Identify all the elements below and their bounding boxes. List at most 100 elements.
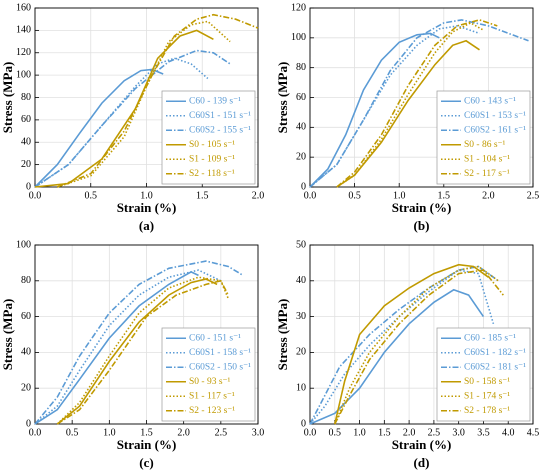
x-tick-label: 2.5 [215,427,228,438]
legend-label: C60S1 - 151 s⁻¹ [189,111,251,121]
x-axis-title: Strain (%) [117,200,177,215]
x-tick-label: 2.5 [527,190,540,201]
legend-label: C60 - 143 s⁻¹ [464,96,516,106]
legend-label: S2 - 123 s⁻¹ [189,406,235,416]
y-tick-label: 100 [16,69,31,80]
x-tick-label: 2.5 [428,427,441,438]
legend-label: C60 - 151 s⁻¹ [189,333,241,343]
panel-label: (c) [139,455,153,470]
x-tick-label: 0.5 [66,427,79,438]
panel-label: (b) [414,218,430,233]
x-tick-label: 1.0 [353,427,366,438]
x-axis-title: Strain (%) [392,437,452,452]
y-tick-label: 100 [16,239,31,250]
data-line [34,29,214,188]
data-line [309,19,529,188]
data-line [336,21,485,188]
y-tick-label: 0 [26,181,31,192]
legend-label: S2 - 178 s⁻¹ [464,406,510,416]
legend-label: S0 - 93 s⁻¹ [189,377,231,387]
y-tick-label: 120 [16,47,31,58]
y-axis-title: Stress (MPa) [0,299,15,371]
data-line [334,269,504,425]
legend-label: S2 - 118 s⁻¹ [189,169,235,179]
panel-label: (a) [139,218,154,233]
y-tick-label: 20 [296,151,306,162]
panel-label: (d) [414,455,430,470]
panel: 0.0 0.5 1.0 1.5 2.0 2.5 3.0 3.5 4.0 4.5 0 10 20 30 40 5… [275,239,539,470]
legend-label: C60S2 - 155 s⁻¹ [189,125,251,135]
y-tick-label: 80 [296,62,306,73]
legend-box [161,90,256,185]
x-tick-label: 3.0 [452,427,465,438]
legend-label: C60S1 - 158 s⁻¹ [189,348,251,358]
y-tick-label: 40 [21,137,31,148]
legend-box [436,327,531,422]
y-tick-label: 100 [291,32,306,43]
y-tick-label: 20 [21,159,31,170]
y-tick-label: 60 [296,92,306,103]
data-line [34,271,199,425]
x-tick-label: 1.5 [196,190,209,201]
plot-frame [34,7,259,188]
legend-label: S1 - 174 s⁻¹ [464,391,510,401]
x-tick-label: 3.0 [252,427,265,438]
x-tick-label: 1.0 [393,190,406,201]
y-tick-label: 50 [296,239,306,250]
y-tick-label: 140 [16,25,31,36]
x-tick-label: 1.0 [103,427,116,438]
x-tick-label: 0.5 [85,190,98,201]
y-axis-title: Stress (MPa) [275,299,290,371]
x-tick-label: 2.0 [482,190,495,201]
y-tick-label: 80 [21,275,31,286]
x-tick-label: 1.0 [140,190,153,201]
x-tick-label: 0.5 [329,427,342,438]
legend-box [161,327,256,422]
panel: 0.0 0.5 1.0 1.5 2.0 2.5 3.0 0 20 40 60 80 100 C60 - 1… [0,239,264,470]
legend-label: C60S2 - 150 s⁻¹ [189,362,251,372]
y-tick-label: 20 [21,382,31,393]
legend-box [436,90,531,185]
legend-label: C60 - 185 s⁻¹ [464,333,516,343]
y-tick-label: 160 [16,2,31,13]
legend-label: C60S1 - 153 s⁻¹ [464,111,526,121]
y-tick-label: 30 [296,311,306,322]
data-line [56,276,230,425]
panel: 0.0 0.5 1.0 1.5 2.0 2.5 0 20 40 60 80 100 120 C60 - 1… [275,2,539,233]
data-line [34,68,164,188]
x-tick-label: 0.0 [304,190,317,201]
legend-label: C60S2 - 181 s⁻¹ [464,362,526,372]
x-tick-label: 3.5 [477,427,490,438]
data-line [309,32,440,188]
legend-label: S0 - 158 s⁻¹ [464,377,510,387]
y-tick-label: 10 [296,382,306,393]
x-tick-label: 0.0 [29,427,42,438]
data-line [56,278,218,425]
data-line [309,265,499,425]
legend-label: S0 - 105 s⁻¹ [189,140,235,150]
data-line [56,279,230,425]
data-line [34,269,222,425]
y-tick-label: 0 [301,181,306,192]
plot-frame [34,244,259,425]
data-line [334,263,489,425]
legend-label: S0 - 86 s⁻¹ [464,140,506,150]
y-tick-label: 20 [296,347,306,358]
y-tick-label: 0 [301,418,306,429]
data-line [34,57,209,188]
legend-label: S1 - 109 s⁻¹ [189,154,235,164]
panel: 0.0 0.5 1.0 1.5 2.0 0 20 40 60 80 100 120 140 160 C60 … [0,2,264,233]
y-axis-title: Stress (MPa) [275,62,290,134]
legend-label: C60S2 - 161 s⁻¹ [464,125,526,135]
x-tick-label: 1.5 [438,190,451,201]
x-tick-label: 1.5 [378,427,391,438]
x-axis-title: Strain (%) [392,200,452,215]
legend-label: C60 - 139 s⁻¹ [189,96,241,106]
data-line [309,288,485,425]
y-tick-label: 80 [21,92,31,103]
x-tick-label: 1.5 [140,427,153,438]
x-axis-title: Strain (%) [117,437,177,452]
data-line [57,13,259,188]
y-tick-label: 40 [296,122,306,133]
